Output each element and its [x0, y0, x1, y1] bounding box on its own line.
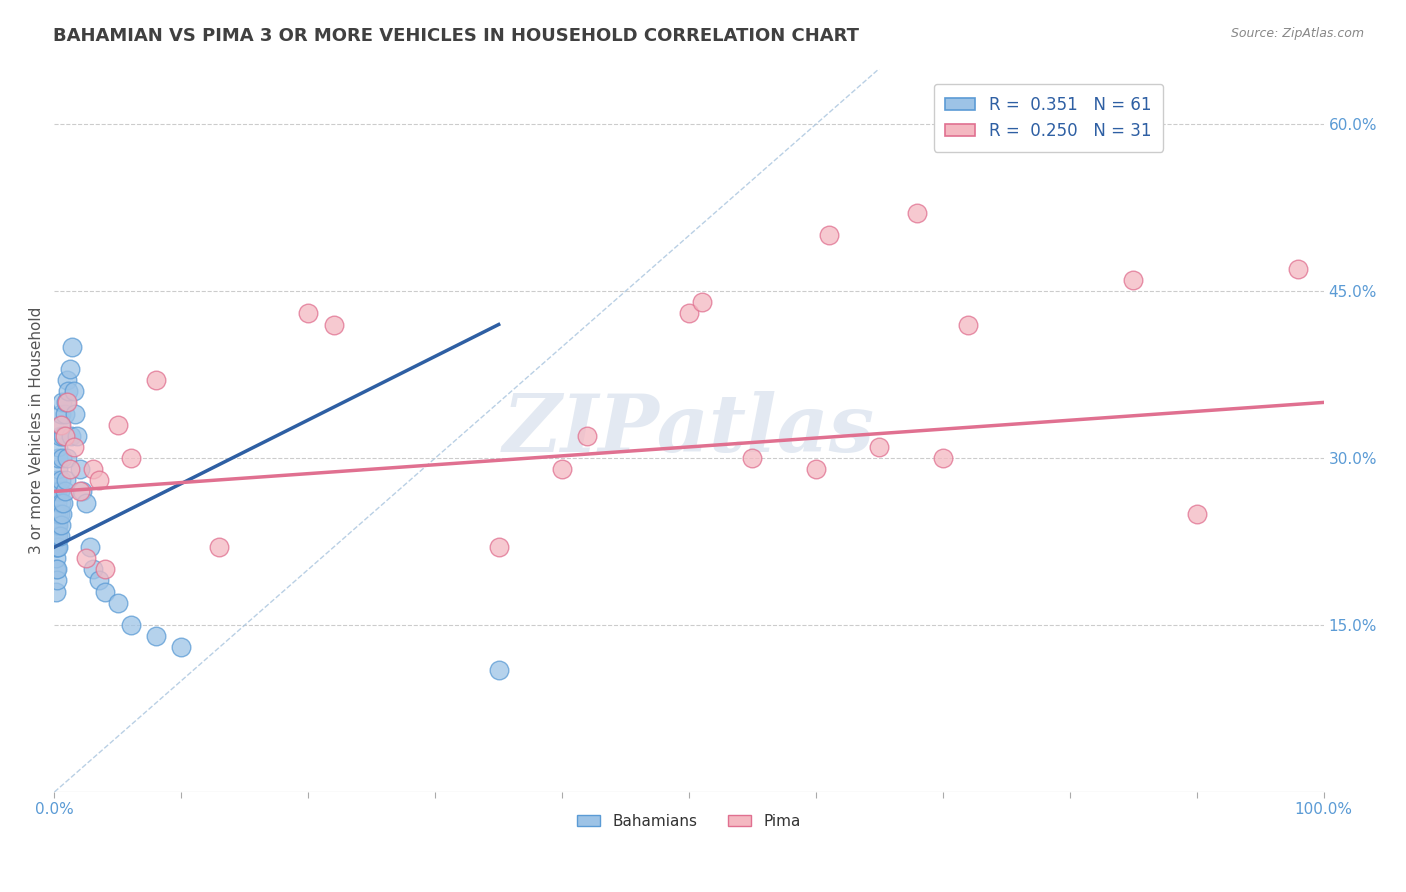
Point [297, 306, 319, 320]
Point [51, 451, 73, 466]
Point [46, 495, 69, 509]
Point [45, 529, 67, 543]
Point [72, 484, 94, 499]
Point [45, 540, 67, 554]
Point [87, 473, 110, 487]
Point [62, 440, 84, 454]
Point [678, 306, 700, 320]
Point [51, 507, 73, 521]
Point [1286, 261, 1309, 276]
Point [932, 451, 955, 466]
Point [120, 618, 142, 632]
Point [145, 629, 167, 643]
Point [551, 462, 574, 476]
Point [46, 517, 69, 532]
Point [46, 462, 69, 476]
Point [69, 462, 91, 476]
Point [82, 462, 104, 476]
Point [957, 318, 980, 332]
Point [741, 451, 763, 466]
Point [59, 362, 82, 376]
Point [69, 484, 91, 499]
Point [45, 551, 67, 566]
Point [690, 295, 713, 310]
Text: ZIPatlas: ZIPatlas [503, 392, 875, 469]
Point [94, 562, 117, 576]
Point [94, 584, 117, 599]
Point [46, 540, 69, 554]
Point [488, 540, 510, 554]
Point [45, 517, 67, 532]
Point [208, 540, 231, 554]
Point [46, 440, 69, 454]
Point [52, 429, 75, 443]
Point [48, 429, 70, 443]
Point [46, 529, 69, 543]
Point [576, 429, 599, 443]
Legend: Bahamians, Pima: Bahamians, Pima [571, 808, 807, 835]
Point [107, 596, 129, 610]
Point [45, 584, 67, 599]
Point [45, 507, 67, 521]
Point [75, 495, 97, 509]
Point [58, 384, 80, 399]
Point [48, 529, 70, 543]
Point [56, 373, 79, 387]
Point [53, 429, 76, 443]
Point [49, 517, 72, 532]
Point [55, 395, 77, 409]
Point [46, 574, 69, 588]
Point [46, 517, 69, 532]
Point [804, 462, 827, 476]
Point [46, 507, 69, 521]
Point [322, 318, 344, 332]
Point [63, 407, 86, 421]
Point [51, 395, 73, 409]
Point [1122, 273, 1144, 287]
Point [488, 663, 510, 677]
Point [59, 429, 82, 443]
Point [49, 495, 72, 509]
Point [1185, 507, 1208, 521]
Point [49, 407, 72, 421]
Point [48, 507, 70, 521]
Point [59, 462, 82, 476]
Point [75, 551, 97, 566]
Point [56, 451, 79, 466]
Point [49, 417, 72, 432]
Point [46, 540, 69, 554]
Point [48, 417, 70, 432]
Point [145, 373, 167, 387]
Point [46, 451, 69, 466]
Y-axis label: 3 or more Vehicles in Household: 3 or more Vehicles in Household [30, 307, 44, 554]
Point [120, 451, 142, 466]
Point [56, 395, 79, 409]
Text: BAHAMIAN VS PIMA 3 OR MORE VEHICLES IN HOUSEHOLD CORRELATION CHART: BAHAMIAN VS PIMA 3 OR MORE VEHICLES IN H… [53, 27, 859, 45]
Point [46, 484, 69, 499]
Text: Source: ZipAtlas.com: Source: ZipAtlas.com [1230, 27, 1364, 40]
Point [53, 484, 76, 499]
Point [46, 562, 69, 576]
Point [170, 640, 193, 655]
Point [55, 473, 77, 487]
Point [52, 495, 75, 509]
Point [46, 529, 69, 543]
Point [60, 340, 83, 354]
Point [107, 417, 129, 432]
Point [62, 384, 84, 399]
Point [87, 574, 110, 588]
Point [45, 562, 67, 576]
Point [817, 228, 839, 243]
Point [46, 473, 69, 487]
Point [66, 429, 89, 443]
Point [48, 484, 70, 499]
Point [82, 562, 104, 576]
Point [868, 440, 890, 454]
Point [49, 473, 72, 487]
Point [53, 407, 76, 421]
Point [79, 540, 101, 554]
Point [907, 206, 929, 220]
